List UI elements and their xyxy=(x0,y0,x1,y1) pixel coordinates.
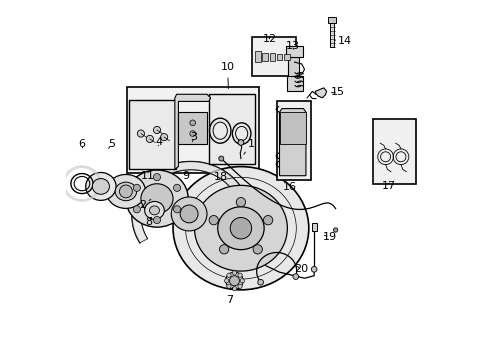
Circle shape xyxy=(263,216,272,225)
Circle shape xyxy=(218,156,224,161)
Circle shape xyxy=(257,279,263,285)
Circle shape xyxy=(238,140,244,145)
Circle shape xyxy=(153,216,160,224)
Text: 10: 10 xyxy=(220,63,234,89)
Ellipse shape xyxy=(92,179,109,194)
Circle shape xyxy=(209,216,218,225)
Ellipse shape xyxy=(173,167,308,290)
Ellipse shape xyxy=(194,185,287,271)
Circle shape xyxy=(226,273,231,277)
Polygon shape xyxy=(279,109,305,176)
Circle shape xyxy=(189,120,195,126)
Text: 15: 15 xyxy=(330,87,345,98)
Circle shape xyxy=(311,266,316,272)
Text: 5: 5 xyxy=(108,139,115,149)
Circle shape xyxy=(236,198,245,207)
Bar xyxy=(276,102,310,180)
Text: 7: 7 xyxy=(225,287,233,305)
Text: 6: 6 xyxy=(78,139,85,149)
Text: 13: 13 xyxy=(285,41,299,51)
Text: 1: 1 xyxy=(244,139,254,154)
Circle shape xyxy=(137,130,144,137)
Bar xyxy=(255,51,261,62)
Text: 19: 19 xyxy=(322,232,336,242)
PathPatch shape xyxy=(132,162,249,257)
Ellipse shape xyxy=(149,206,159,215)
Ellipse shape xyxy=(171,197,206,231)
Text: 18: 18 xyxy=(214,169,228,182)
Text: 11: 11 xyxy=(141,171,155,181)
Circle shape xyxy=(180,205,198,223)
Circle shape xyxy=(240,279,244,283)
Circle shape xyxy=(238,273,242,277)
Circle shape xyxy=(133,184,140,192)
Text: 17: 17 xyxy=(381,181,395,192)
Circle shape xyxy=(173,184,180,192)
Bar xyxy=(126,87,258,173)
Circle shape xyxy=(232,271,236,275)
Ellipse shape xyxy=(85,172,116,201)
Ellipse shape xyxy=(217,207,264,249)
Text: 12: 12 xyxy=(262,34,276,44)
Text: 2: 2 xyxy=(139,199,151,210)
Bar xyxy=(129,100,176,169)
Bar xyxy=(283,54,289,60)
Bar xyxy=(328,18,335,23)
Bar xyxy=(279,112,305,144)
Circle shape xyxy=(146,135,153,143)
Text: 3: 3 xyxy=(190,132,197,142)
Polygon shape xyxy=(315,88,326,98)
Bar xyxy=(287,57,298,76)
Circle shape xyxy=(160,134,167,141)
Circle shape xyxy=(219,245,228,254)
Bar xyxy=(285,46,303,57)
Circle shape xyxy=(173,206,180,213)
Bar xyxy=(372,119,415,184)
Text: 4: 4 xyxy=(155,138,162,148)
Bar xyxy=(329,20,333,47)
Ellipse shape xyxy=(125,170,188,227)
Circle shape xyxy=(226,284,231,288)
Circle shape xyxy=(224,279,228,283)
Bar xyxy=(269,53,275,61)
Circle shape xyxy=(232,287,236,291)
Circle shape xyxy=(153,126,160,134)
Bar xyxy=(311,223,316,231)
Polygon shape xyxy=(225,271,244,290)
Circle shape xyxy=(189,131,195,136)
Circle shape xyxy=(253,245,262,254)
Polygon shape xyxy=(175,94,210,169)
Bar xyxy=(276,54,282,60)
Bar xyxy=(286,76,302,91)
Text: 9: 9 xyxy=(182,171,189,181)
Circle shape xyxy=(238,284,242,288)
Text: 8: 8 xyxy=(145,217,152,227)
Ellipse shape xyxy=(144,202,164,219)
Bar xyxy=(178,112,206,144)
Ellipse shape xyxy=(106,175,145,208)
Circle shape xyxy=(230,217,251,239)
Ellipse shape xyxy=(141,184,173,213)
Bar xyxy=(208,94,255,164)
Circle shape xyxy=(119,185,132,198)
Text: 16: 16 xyxy=(283,179,297,192)
Circle shape xyxy=(229,276,239,286)
Bar xyxy=(251,37,296,76)
Ellipse shape xyxy=(115,182,136,201)
Bar xyxy=(262,53,267,61)
Text: 14: 14 xyxy=(334,36,351,46)
Circle shape xyxy=(292,274,298,279)
Circle shape xyxy=(133,206,140,213)
Text: 20: 20 xyxy=(294,264,308,274)
Circle shape xyxy=(153,174,160,181)
Circle shape xyxy=(333,228,337,232)
